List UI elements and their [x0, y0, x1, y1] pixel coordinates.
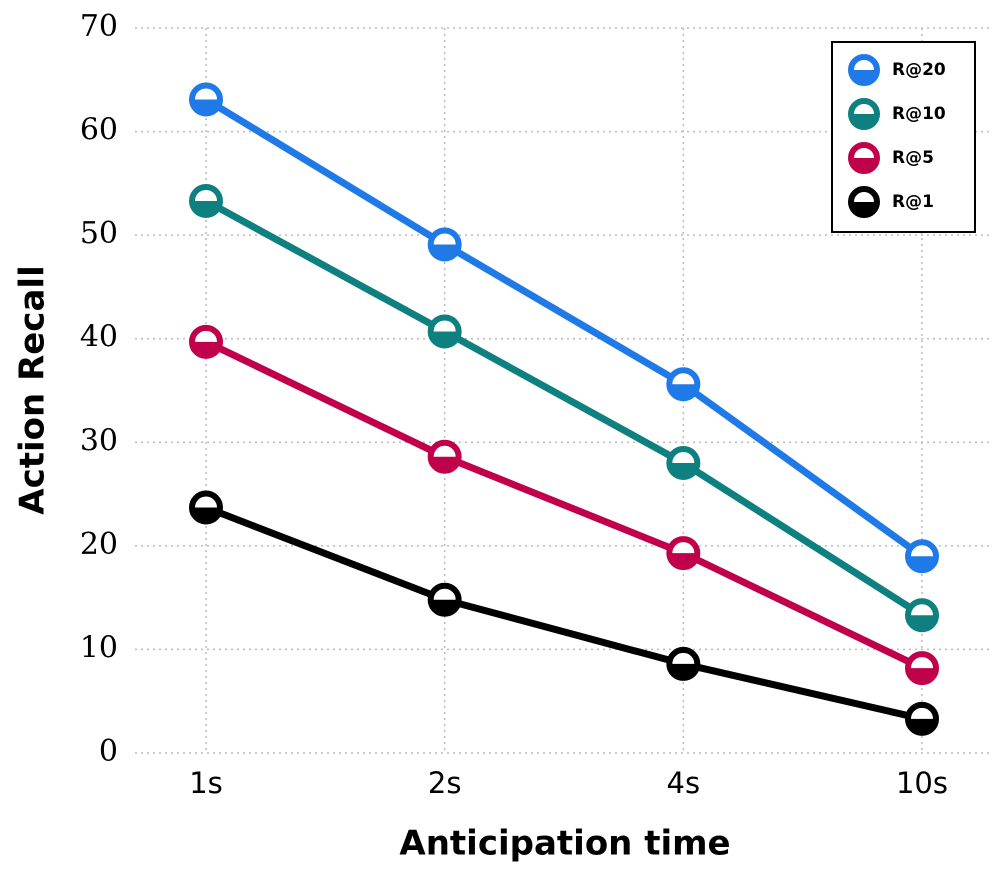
marker-half: [669, 663, 698, 678]
y-tick-label: 20: [80, 527, 118, 562]
y-axis-title: Action Recall: [13, 265, 53, 514]
legend-label: R@5: [892, 148, 934, 168]
legend-label: R@10: [892, 104, 946, 124]
x-axis-title: Anticipation time: [399, 824, 730, 864]
series-line: [204, 96, 925, 560]
marker-half: [908, 615, 936, 630]
legend: R@20 R@10 R@5 R@1: [831, 41, 976, 233]
legend-label: R@20: [892, 60, 946, 80]
marker: [905, 598, 939, 633]
marker: [666, 367, 701, 402]
marker: [848, 142, 880, 174]
marker-half: [430, 599, 459, 614]
series-line: [204, 197, 924, 619]
marker-half: [669, 553, 698, 568]
legend-label: R@1: [892, 192, 934, 212]
marker: [666, 646, 701, 681]
y-tick-label: 70: [80, 9, 118, 44]
marker-half: [192, 99, 221, 114]
y-tick-label: 30: [80, 423, 118, 458]
marker-half: [908, 718, 936, 733]
series-line: [204, 504, 923, 723]
marker: [427, 314, 462, 349]
marker-half: [669, 463, 698, 478]
marker-half: [430, 456, 459, 471]
marker: [905, 539, 939, 574]
marker: [848, 186, 880, 218]
marker-half: [192, 341, 221, 356]
marker-half: [851, 202, 877, 215]
y-tick-label: 60: [80, 113, 118, 148]
y-tick-label: 40: [80, 320, 118, 355]
marker: [905, 701, 939, 736]
x-tick-label: 10s: [896, 766, 948, 800]
y-tick-label: 10: [80, 630, 118, 665]
marker-half: [908, 556, 936, 571]
x-tick-label: 1s: [189, 766, 223, 800]
series-line: [204, 338, 924, 672]
marker: [189, 82, 223, 117]
marker-half: [192, 200, 221, 215]
marker: [905, 651, 939, 686]
marker-half: [669, 384, 698, 399]
marker: [427, 227, 462, 262]
marker: [189, 183, 223, 218]
marker: [189, 490, 223, 525]
marker: [848, 54, 880, 86]
y-tick-label: 50: [80, 216, 118, 251]
marker-half: [430, 331, 459, 346]
x-tick-label: 2s: [428, 766, 462, 800]
marker: [666, 446, 701, 480]
marker-half: [430, 244, 459, 259]
marker: [427, 439, 462, 474]
marker: [666, 536, 701, 571]
marker-half: [851, 114, 877, 127]
marker-half: [851, 158, 877, 171]
x-tick-label: 4s: [667, 766, 701, 800]
marker-half: [851, 70, 877, 83]
marker: [427, 582, 462, 617]
marker-half: [908, 668, 936, 683]
marker: [189, 324, 223, 359]
marker: [848, 98, 880, 130]
marker-half: [192, 507, 221, 522]
y-tick-label: 0: [99, 734, 118, 769]
